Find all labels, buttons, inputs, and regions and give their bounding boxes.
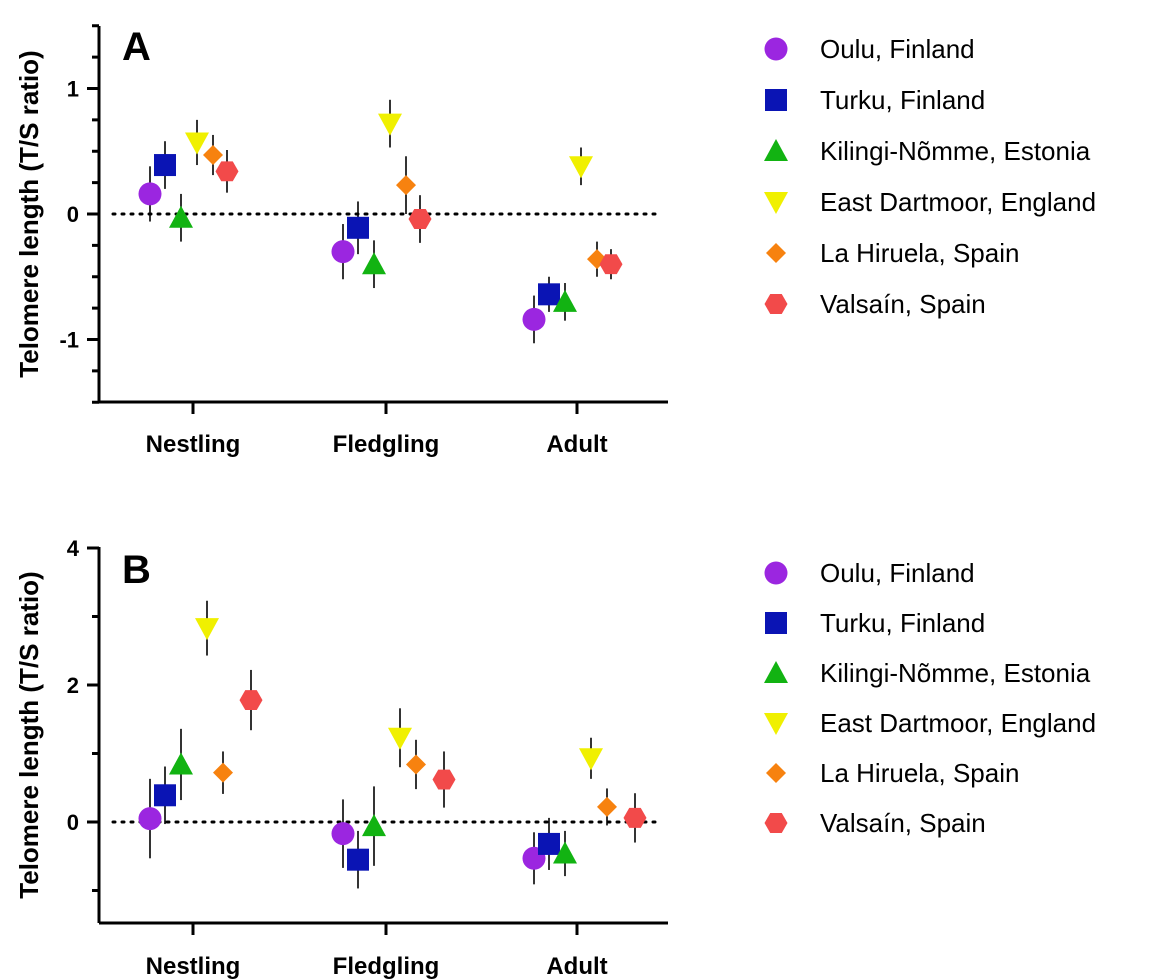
legend-label: Turku, Finland — [820, 608, 985, 638]
x-category-label: Adult — [546, 953, 607, 979]
y-tick-label: 0 — [67, 810, 79, 835]
data-point — [195, 618, 219, 641]
data-point — [378, 113, 402, 136]
data-point — [138, 182, 162, 206]
y-tick-label: -1 — [59, 328, 79, 353]
data-point — [138, 807, 162, 831]
legend-marker — [764, 139, 788, 161]
legend-marker — [764, 192, 788, 214]
panel-b: B 0 2 4 Nestling Fledgling Adult Telomere lengt… — [14, 536, 1096, 979]
data-point — [185, 132, 209, 155]
data-point — [169, 752, 193, 775]
data-point — [538, 283, 560, 306]
y-tick-label: 0 — [67, 202, 79, 227]
x-category-label: Adult — [546, 431, 607, 458]
data-point — [239, 690, 263, 711]
data-point — [597, 796, 617, 817]
data-point — [331, 822, 355, 846]
data-point — [538, 832, 560, 855]
legend-marker — [764, 37, 788, 61]
legend-marker — [764, 661, 788, 683]
x-category-label: Fledgling — [333, 431, 440, 458]
legend-marker — [765, 612, 787, 634]
legend-marker — [766, 763, 786, 783]
y-axis-title: Telomere length (T/S ratio) — [14, 50, 44, 377]
data-point — [213, 762, 233, 783]
data-point — [396, 175, 416, 196]
data-point — [408, 209, 432, 229]
legend-marker — [764, 294, 788, 314]
legend-marker — [764, 813, 788, 833]
x-category-label: Nestling — [146, 953, 241, 979]
legend-label: Valsaín, Spain — [820, 808, 986, 838]
y-axis-title: Telomere length (T/S ratio) — [14, 571, 44, 898]
data-point — [623, 807, 647, 828]
panel-a: A -1 0 1 Nestling Fledgling Adult Telomere leng… — [14, 24, 1096, 458]
legend-label: East Dartmoor, England — [820, 187, 1096, 217]
legend-label: Oulu, Finland — [820, 558, 975, 588]
legend-label: Valsaín, Spain — [820, 289, 986, 319]
data-point — [154, 784, 176, 807]
legend-marker — [764, 713, 788, 735]
legend-label: La Hiruela, Spain — [820, 238, 1019, 268]
y-tick-label: 4 — [67, 536, 80, 561]
y-tick-label: 2 — [67, 673, 79, 698]
legend-marker — [766, 243, 786, 263]
data-point — [347, 848, 369, 871]
data-point — [362, 814, 386, 837]
legend-label: Oulu, Finland — [820, 34, 975, 64]
data-point — [579, 748, 603, 771]
legend-marker — [765, 89, 787, 111]
data-point — [406, 754, 426, 775]
data-point — [215, 161, 239, 182]
panel-letter: A — [122, 25, 151, 69]
panel-letter: B — [122, 548, 151, 592]
x-category-label: Fledgling — [333, 953, 440, 979]
legend-label: East Dartmoor, England — [820, 708, 1096, 738]
legend-label: Kilingi-Nõmme, Estonia — [820, 658, 1091, 688]
data-point — [154, 154, 176, 177]
x-category-label: Nestling — [146, 431, 241, 458]
data-point — [599, 254, 623, 275]
legend-label: La Hiruela, Spain — [820, 758, 1019, 788]
data-point — [347, 216, 369, 239]
data-point — [569, 156, 593, 179]
y-tick-label: 1 — [67, 77, 79, 102]
data-point — [553, 841, 577, 864]
data-point — [203, 145, 223, 166]
data-point — [553, 289, 577, 312]
data-point — [331, 240, 355, 264]
legend-label: Turku, Finland — [820, 85, 985, 115]
data-point — [388, 727, 412, 750]
data-point — [522, 307, 546, 331]
data-point — [432, 769, 456, 790]
legend-marker — [764, 561, 788, 585]
legend-label: Kilingi-Nõmme, Estonia — [820, 136, 1091, 166]
data-point — [362, 252, 386, 275]
data-point — [169, 205, 193, 228]
